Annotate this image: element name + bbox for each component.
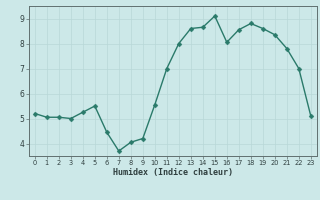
X-axis label: Humidex (Indice chaleur): Humidex (Indice chaleur): [113, 168, 233, 177]
